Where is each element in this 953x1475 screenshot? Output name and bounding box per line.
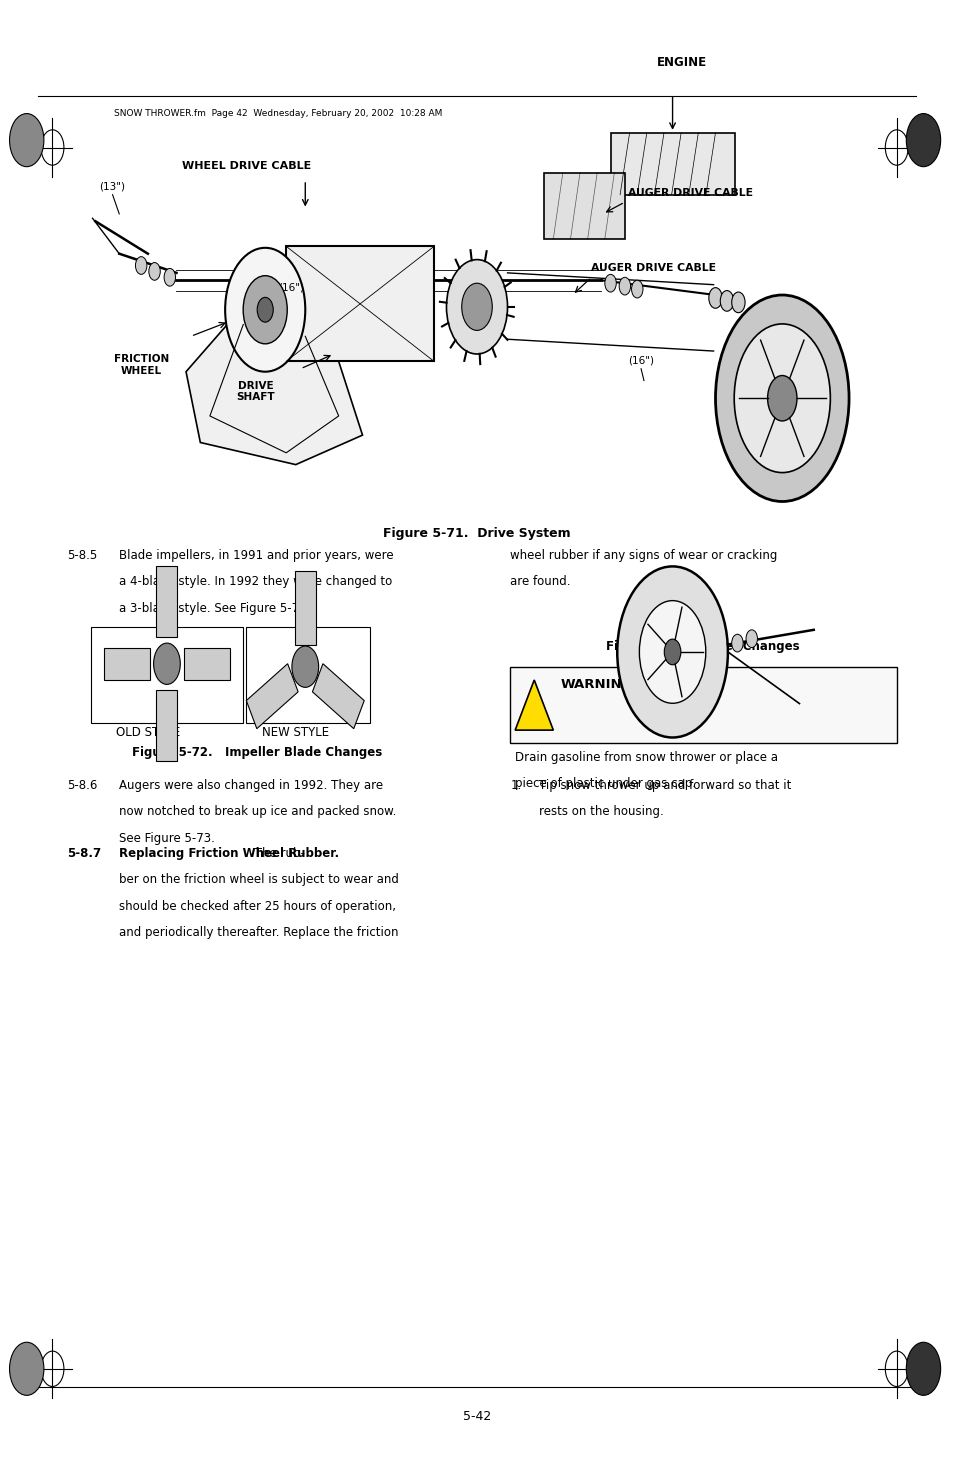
Text: wheel rubber if any signs of wear or cracking: wheel rubber if any signs of wear or cra… bbox=[510, 549, 777, 562]
Text: DRIVE
SHAFT: DRIVE SHAFT bbox=[236, 381, 274, 403]
Polygon shape bbox=[246, 664, 298, 729]
Text: (16"): (16") bbox=[277, 282, 304, 292]
Circle shape bbox=[720, 291, 733, 311]
Text: Tip snow thrower up and forward so that it: Tip snow thrower up and forward so that … bbox=[538, 779, 791, 792]
Text: SNOW THROWER.fm  Page 42  Wednesday, February 20, 2002  10:28 AM: SNOW THROWER.fm Page 42 Wednesday, Febru… bbox=[114, 109, 442, 118]
Text: a 3-blade style. See Figure 5-72.: a 3-blade style. See Figure 5-72. bbox=[119, 602, 311, 615]
Text: 1.: 1. bbox=[510, 779, 521, 792]
Polygon shape bbox=[294, 571, 315, 645]
Text: (13"): (13") bbox=[99, 181, 126, 192]
Circle shape bbox=[153, 643, 180, 684]
Circle shape bbox=[149, 263, 160, 280]
Text: a 4-blade style. In 1992 they were changed to: a 4-blade style. In 1992 they were chang… bbox=[119, 575, 392, 589]
Circle shape bbox=[639, 600, 705, 704]
Circle shape bbox=[905, 114, 940, 167]
Circle shape bbox=[292, 646, 318, 687]
Bar bbox=[510, 667, 896, 743]
Text: Drain gasoline from snow thrower or place a: Drain gasoline from snow thrower or plac… bbox=[515, 751, 778, 764]
Text: piece of plastic under gas cap.: piece of plastic under gas cap. bbox=[515, 777, 696, 791]
Text: WHEEL DRIVE CABLE: WHEEL DRIVE CABLE bbox=[181, 161, 311, 171]
Text: Replacing Friction Wheel Rubber.: Replacing Friction Wheel Rubber. bbox=[119, 847, 339, 860]
Bar bbox=[543, 173, 624, 239]
Text: NEW STYLE: NEW STYLE bbox=[262, 726, 329, 739]
Text: should be checked after 25 hours of operation,: should be checked after 25 hours of oper… bbox=[119, 900, 395, 913]
Circle shape bbox=[10, 1342, 44, 1395]
Circle shape bbox=[745, 630, 757, 648]
Text: Augers were also changed in 1992. They are: Augers were also changed in 1992. They a… bbox=[119, 779, 383, 792]
Circle shape bbox=[135, 257, 147, 274]
Text: 5-8.6: 5-8.6 bbox=[67, 779, 97, 792]
Circle shape bbox=[767, 376, 796, 420]
Bar bbox=[286, 246, 434, 361]
Circle shape bbox=[617, 566, 727, 738]
Text: See Figure 5-73.: See Figure 5-73. bbox=[119, 832, 214, 845]
Circle shape bbox=[734, 324, 829, 472]
Text: AUGER DRIVE CABLE: AUGER DRIVE CABLE bbox=[627, 187, 752, 198]
Bar bbox=[610, 133, 734, 195]
Bar bbox=[246, 627, 370, 723]
Circle shape bbox=[715, 295, 848, 502]
Circle shape bbox=[461, 283, 492, 330]
Text: The rub-: The rub- bbox=[251, 847, 304, 860]
Text: and periodically thereafter. Replace the friction: and periodically thereafter. Replace the… bbox=[119, 926, 398, 940]
Circle shape bbox=[225, 248, 305, 372]
Text: now notched to break up ice and packed snow.: now notched to break up ice and packed s… bbox=[119, 805, 396, 819]
Polygon shape bbox=[184, 648, 230, 680]
Text: 5-8.7: 5-8.7 bbox=[67, 847, 101, 860]
Text: 5-8.5: 5-8.5 bbox=[67, 549, 97, 562]
Text: FRICTION
WHEEL: FRICTION WHEEL bbox=[113, 354, 169, 376]
Text: ENGINE: ENGINE bbox=[657, 56, 706, 69]
Circle shape bbox=[604, 274, 616, 292]
Circle shape bbox=[257, 298, 273, 322]
Text: Blade impellers, in 1991 and prior years, were: Blade impellers, in 1991 and prior years… bbox=[119, 549, 394, 562]
Circle shape bbox=[631, 280, 642, 298]
Polygon shape bbox=[156, 690, 177, 761]
Polygon shape bbox=[312, 664, 364, 729]
Polygon shape bbox=[186, 317, 362, 465]
Text: Figure 5-73.   Auger Changes: Figure 5-73. Auger Changes bbox=[605, 640, 799, 653]
Text: are found.: are found. bbox=[510, 575, 570, 589]
Circle shape bbox=[618, 277, 630, 295]
Text: 5-42: 5-42 bbox=[462, 1410, 491, 1422]
Bar bbox=[91, 627, 243, 723]
Text: Figure 5-71.  Drive System: Figure 5-71. Drive System bbox=[383, 527, 570, 540]
Text: AUGER DRIVE CABLE: AUGER DRIVE CABLE bbox=[591, 263, 716, 273]
Text: rests on the housing.: rests on the housing. bbox=[538, 805, 663, 819]
Circle shape bbox=[731, 292, 744, 313]
Text: OLD STYLE: OLD STYLE bbox=[115, 726, 180, 739]
Text: WARNING: WARNING bbox=[560, 678, 633, 692]
Text: !: ! bbox=[531, 705, 537, 717]
Circle shape bbox=[164, 268, 175, 286]
Circle shape bbox=[663, 639, 680, 665]
Circle shape bbox=[10, 114, 44, 167]
Circle shape bbox=[708, 288, 721, 308]
Polygon shape bbox=[104, 648, 150, 680]
Circle shape bbox=[446, 260, 507, 354]
Polygon shape bbox=[515, 680, 553, 730]
Circle shape bbox=[905, 1342, 940, 1395]
Polygon shape bbox=[156, 566, 177, 637]
Circle shape bbox=[731, 634, 742, 652]
Text: ber on the friction wheel is subject to wear and: ber on the friction wheel is subject to … bbox=[119, 873, 398, 886]
Text: (16"): (16") bbox=[627, 355, 654, 366]
Circle shape bbox=[243, 276, 287, 344]
Text: Figure 5-72.   Impeller Blade Changes: Figure 5-72. Impeller Blade Changes bbox=[132, 746, 382, 760]
